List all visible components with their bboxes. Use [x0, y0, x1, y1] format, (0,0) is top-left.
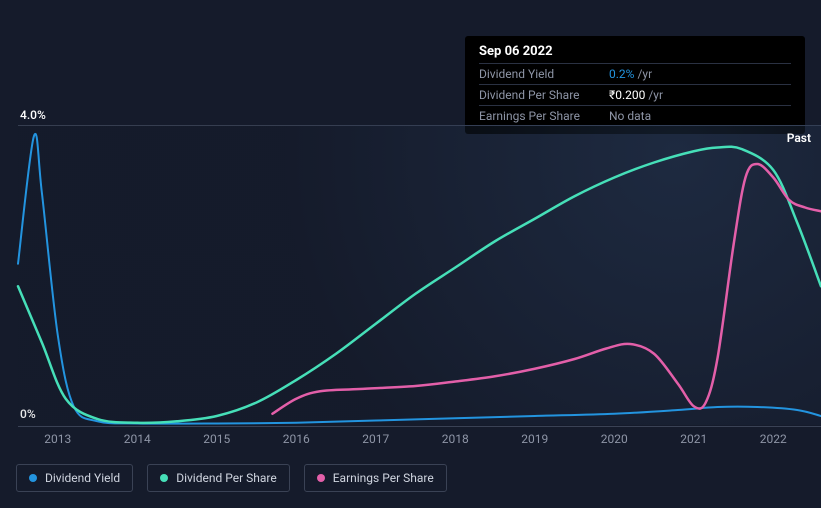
x-tick: 2020 — [601, 432, 628, 446]
x-tick: 2016 — [283, 432, 310, 446]
plot-region: Past — [18, 125, 821, 425]
x-tick: 2015 — [203, 432, 230, 446]
x-tick: 2017 — [362, 432, 389, 446]
tooltip-row-value: 0.2%/yr — [609, 67, 791, 81]
legend-dot — [29, 474, 37, 482]
series-line — [18, 147, 821, 423]
legend-label: Dividend Per Share — [176, 471, 277, 485]
tooltip-row-label: Dividend Yield — [479, 67, 609, 81]
chart-svg — [18, 125, 821, 425]
x-tick: 2019 — [521, 432, 548, 446]
x-axis-baseline — [18, 426, 821, 427]
legend-item[interactable]: Earnings Per Share — [304, 464, 447, 492]
legend-dot — [160, 474, 168, 482]
series-line — [272, 164, 821, 414]
legend-label: Dividend Yield — [45, 471, 120, 485]
legend-item[interactable]: Dividend Yield — [16, 464, 133, 492]
tooltip-date: Sep 06 2022 — [479, 44, 791, 59]
series-line — [18, 134, 821, 424]
chart-area: 4.0% 0% Past 201320142015201620172018201… — [0, 100, 821, 460]
past-label: Past — [787, 131, 811, 145]
x-tick: 2014 — [124, 432, 151, 446]
legend-item[interactable]: Dividend Per Share — [147, 464, 290, 492]
x-tick: 2018 — [442, 432, 469, 446]
legend: Dividend Yield Dividend Per Share Earnings… — [16, 464, 447, 492]
x-tick: 2021 — [680, 432, 707, 446]
x-tick: 2022 — [760, 432, 787, 446]
y-axis-max: 4.0% — [20, 108, 46, 122]
legend-label: Earnings Per Share — [333, 471, 434, 485]
x-tick: 2013 — [44, 432, 71, 446]
legend-dot — [317, 474, 325, 482]
tooltip-row: Dividend Yield0.2%/yr — [479, 63, 791, 84]
